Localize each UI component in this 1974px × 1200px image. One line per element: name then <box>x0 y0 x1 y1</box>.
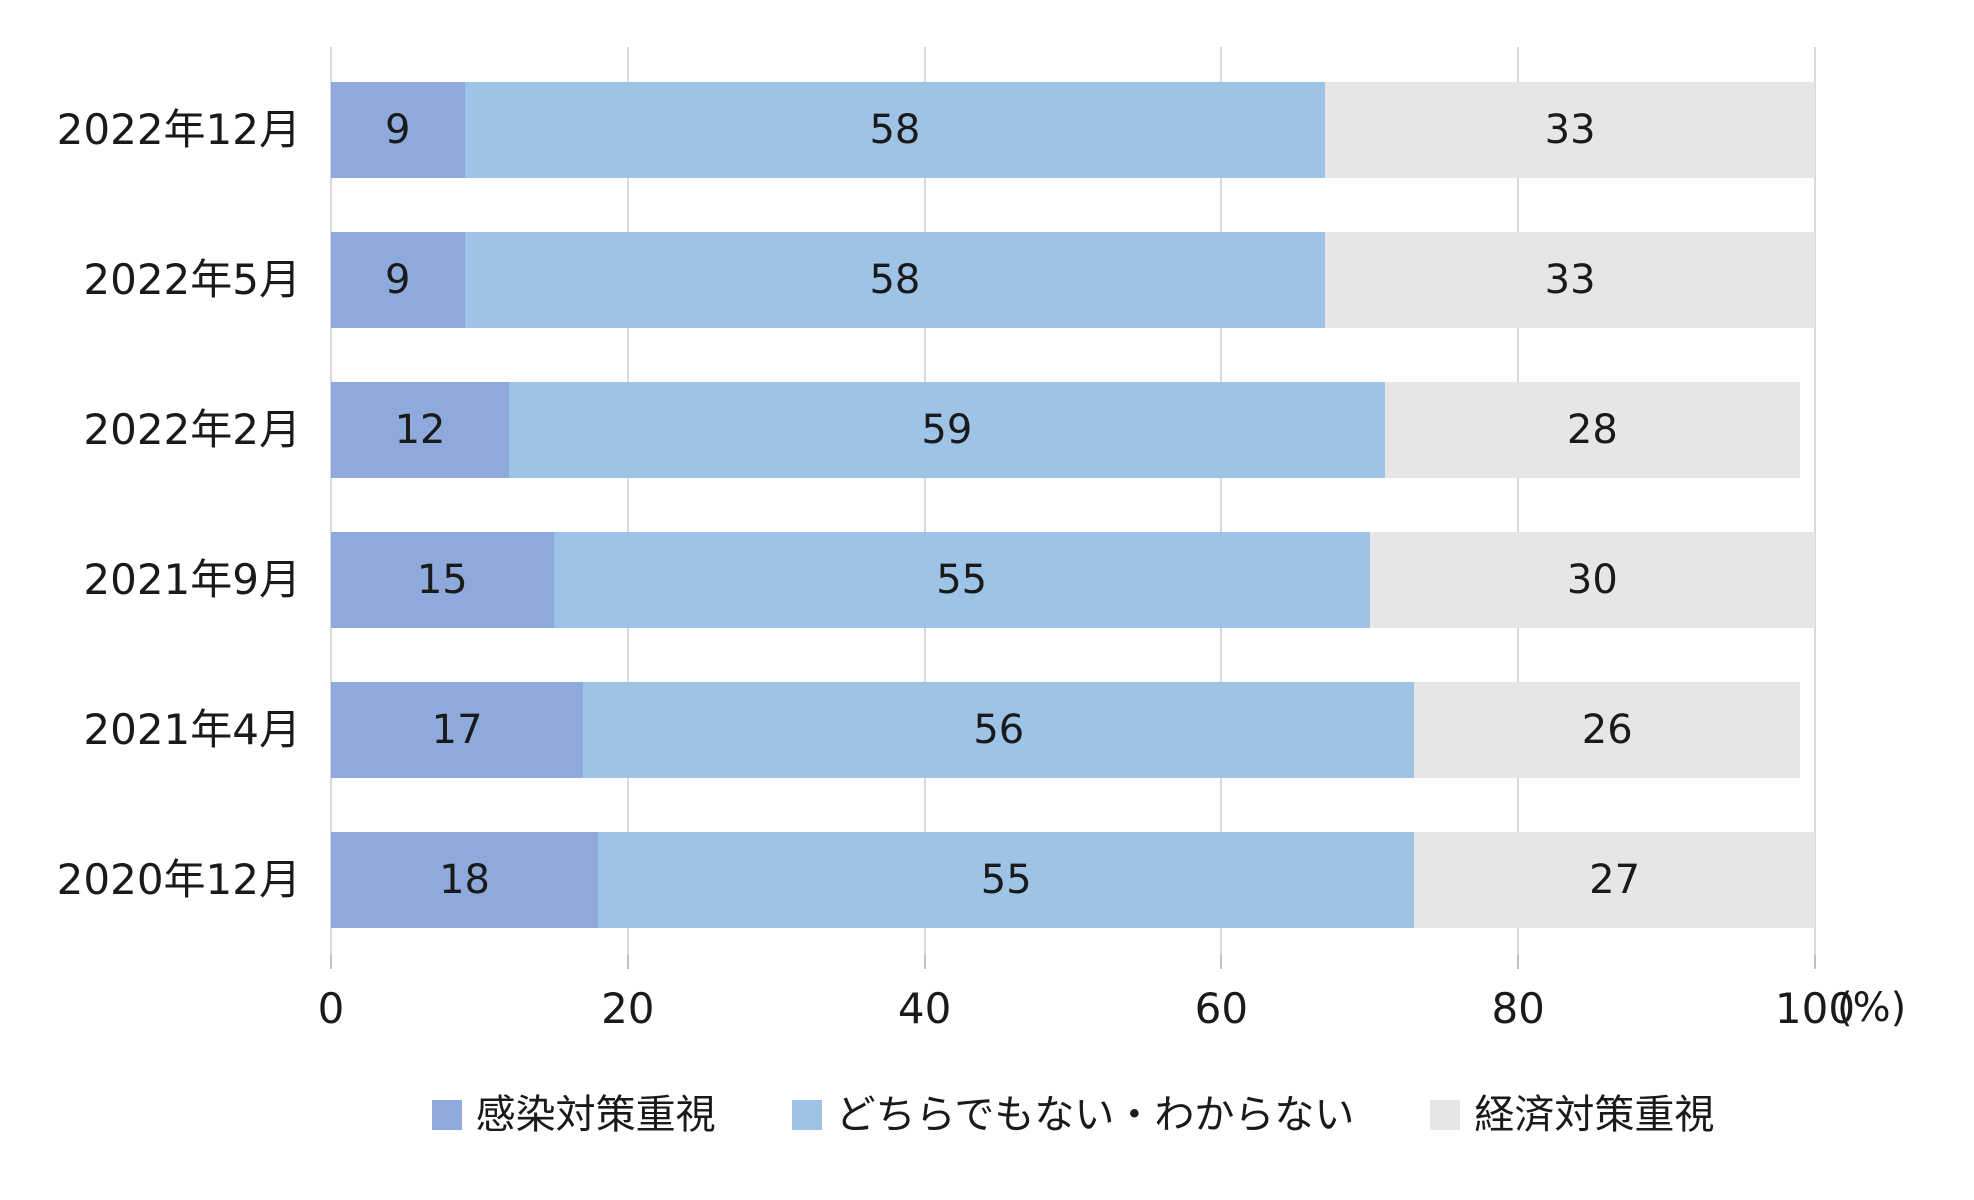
bar-value-label: 9 <box>385 257 411 303</box>
category-label: 2021年4月 <box>83 705 301 754</box>
legend-item: 経済対策重視 <box>1430 1095 1714 1135</box>
bar-row: 2022年5月 9 58 33 <box>83 205 1815 355</box>
bar-segment: 18 <box>331 832 599 928</box>
bar-row: 2022年12月 9 58 33 <box>57 55 1815 205</box>
legend-item: 感染対策重視 <box>431 1092 716 1138</box>
gridline-20 <box>626 47 629 955</box>
bar-segment: 9 <box>331 82 465 178</box>
bar-value-label: 15 <box>416 557 468 603</box>
bar-segment: 58 <box>464 82 1326 178</box>
bar-value-label: 12 <box>394 407 446 453</box>
bar-value-label: 56 <box>973 707 1025 753</box>
category-label: 2021年9月 <box>83 555 301 604</box>
legend: 感染対策重視 どちらでもない・わからない 経済対策重視 <box>331 1085 1815 1145</box>
bar-segment: 17 <box>331 682 584 778</box>
legend-marker <box>431 1100 462 1130</box>
gridline-60 <box>1220 47 1223 955</box>
bar-track: 17 56 26 <box>331 682 1815 778</box>
bar-segment: 26 <box>1414 682 1801 778</box>
bar-segment: 30 <box>1369 532 1815 628</box>
bar-segment: 9 <box>331 232 465 328</box>
bar-track: 9 58 33 <box>331 82 1815 178</box>
tick-mark-80 <box>1517 955 1520 969</box>
bar-segment: 28 <box>1384 382 1801 478</box>
bar-value-label: 33 <box>1544 107 1596 153</box>
category-label: 2022年5月 <box>83 255 301 304</box>
bar-value-label: 9 <box>385 107 411 153</box>
bar-row: 2021年4月 17 56 26 <box>83 655 1815 805</box>
legend-label: どちらでもない・わからない <box>835 1092 1355 1138</box>
legend-marker <box>1430 1100 1461 1130</box>
bar-segment: 56 <box>583 682 1415 778</box>
legend-label: 経済対策重視 <box>1474 1092 1715 1138</box>
bar-value-label: 28 <box>1566 407 1618 453</box>
category-label: 2022年12月 <box>56 105 301 154</box>
bar-value-label: 17 <box>431 707 483 753</box>
tick-mark-40 <box>923 955 926 969</box>
legend-marker <box>791 1100 822 1130</box>
x-axis: (%) 0 20 40 60 80 100 <box>318 984 1907 1048</box>
bar-value-label: 58 <box>869 107 921 153</box>
legend-item: どちらでもない・わからない <box>791 1092 1355 1138</box>
bar-value-label: 26 <box>1581 707 1633 753</box>
plot-area: 2022年12月 9 58 33 2022年5月 9 58 33 2022年2月 12 59 28 20… <box>57 47 1816 969</box>
x-tick-label-40: 40 <box>897 984 952 1033</box>
bar-value-label: 58 <box>869 257 921 303</box>
gridline-100 <box>1814 47 1816 955</box>
bar-segment: 12 <box>331 382 510 478</box>
tick-mark-100 <box>1814 955 1816 969</box>
x-tick-label-80: 80 <box>1491 984 1545 1033</box>
bar-value-label: 33 <box>1544 257 1596 303</box>
bar-value-label: 55 <box>936 557 988 603</box>
bar-segment: 33 <box>1325 82 1815 178</box>
x-tick-label-60: 60 <box>1194 984 1249 1033</box>
gridline-40 <box>923 47 926 955</box>
tick-mark-60 <box>1220 955 1223 969</box>
gridline-0 <box>330 47 332 955</box>
bar-row: 2020年12月 18 55 27 <box>57 805 1815 955</box>
bar-value-label: 59 <box>921 407 973 453</box>
x-tick-label-0: 0 <box>317 984 345 1033</box>
tick-mark-20 <box>626 955 629 969</box>
legend-label: 感染対策重視 <box>475 1092 716 1138</box>
bar-segment: 27 <box>1414 832 1815 928</box>
bar-segment: 33 <box>1325 232 1815 328</box>
category-label: 2020年12月 <box>56 855 301 904</box>
bar-segment: 55 <box>598 832 1415 928</box>
bar-track: 15 55 30 <box>331 532 1815 628</box>
bar-segment: 55 <box>553 532 1370 628</box>
bar-value-label: 27 <box>1589 857 1641 903</box>
bar-segment: 58 <box>464 232 1326 328</box>
bar-value-label: 18 <box>439 857 490 903</box>
bar-segment: 59 <box>509 382 1385 478</box>
x-tick-label-20: 20 <box>601 984 655 1033</box>
x-tick-label-100: 100 <box>1774 984 1856 1033</box>
bar-row: 2022年2月 12 59 28 <box>83 355 1815 505</box>
tick-mark-0 <box>330 955 332 969</box>
bar-segment: 15 <box>331 532 554 628</box>
x-axis-unit-label: (%) <box>1837 985 1907 1031</box>
category-label: 2022年2月 <box>83 405 301 454</box>
bar-track: 9 58 33 <box>331 232 1815 328</box>
bar-track: 18 55 27 <box>331 832 1815 928</box>
gridline-80 <box>1517 47 1520 955</box>
bar-row: 2021年9月 15 55 30 <box>83 505 1815 655</box>
bar-value-label: 30 <box>1566 557 1618 603</box>
bar-track: 12 59 28 <box>331 382 1815 478</box>
bar-value-label: 55 <box>980 857 1032 903</box>
